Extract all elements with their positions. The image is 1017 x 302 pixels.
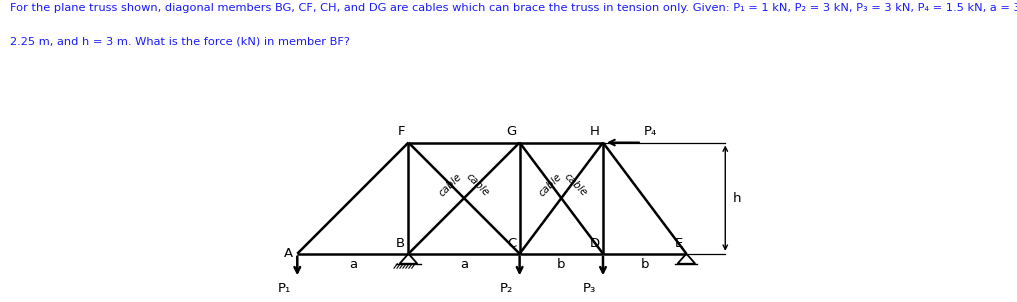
Text: cable: cable bbox=[561, 171, 589, 198]
Text: B: B bbox=[396, 237, 405, 250]
Text: a: a bbox=[349, 258, 357, 271]
Text: H: H bbox=[590, 125, 600, 138]
Text: P₄: P₄ bbox=[644, 125, 657, 138]
Text: D: D bbox=[590, 237, 600, 250]
Text: C: C bbox=[507, 237, 517, 250]
Text: b: b bbox=[557, 258, 565, 271]
Text: h: h bbox=[733, 192, 741, 205]
Text: cable: cable bbox=[464, 171, 491, 198]
Text: b: b bbox=[641, 258, 649, 271]
Text: cable: cable bbox=[537, 171, 564, 198]
Text: For the plane truss shown, diagonal members BG, CF, CH, and DG are cables which : For the plane truss shown, diagonal memb… bbox=[10, 3, 1017, 13]
Text: cable: cable bbox=[437, 171, 464, 198]
Text: F: F bbox=[398, 125, 405, 138]
Text: P₃: P₃ bbox=[583, 281, 596, 294]
Text: a: a bbox=[460, 258, 468, 271]
Text: G: G bbox=[506, 125, 517, 138]
Text: P₂: P₂ bbox=[499, 281, 513, 294]
Text: E: E bbox=[675, 237, 683, 250]
Text: A: A bbox=[284, 247, 293, 260]
Text: P₁: P₁ bbox=[278, 281, 291, 294]
Text: 2.25 m, and h = 3 m. What is the force (kN) in member BF?: 2.25 m, and h = 3 m. What is the force (… bbox=[10, 36, 350, 46]
